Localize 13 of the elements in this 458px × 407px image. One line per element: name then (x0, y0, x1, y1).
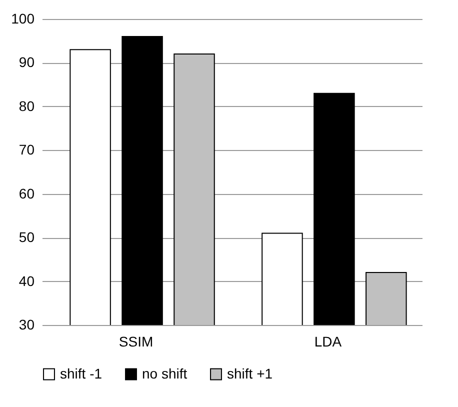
legend-label: shift -1 (60, 365, 102, 382)
y-tick-label: 80 (18, 98, 35, 114)
x-tick-label: SSIM (118, 334, 154, 350)
legend-label: no shift (142, 365, 188, 382)
y-tick-label: 100 (11, 10, 35, 26)
y-tick-label: 40 (18, 272, 35, 289)
y-tick-label: 70 (18, 142, 35, 158)
legend-label: shift +1 (227, 365, 273, 382)
y-tick-label: 30 (18, 316, 35, 332)
y-tick-label: 60 (18, 185, 35, 202)
x-tick-label: LDA (314, 334, 342, 350)
y-tick-label: 90 (18, 54, 35, 70)
y-tick-label: 50 (18, 229, 35, 246)
